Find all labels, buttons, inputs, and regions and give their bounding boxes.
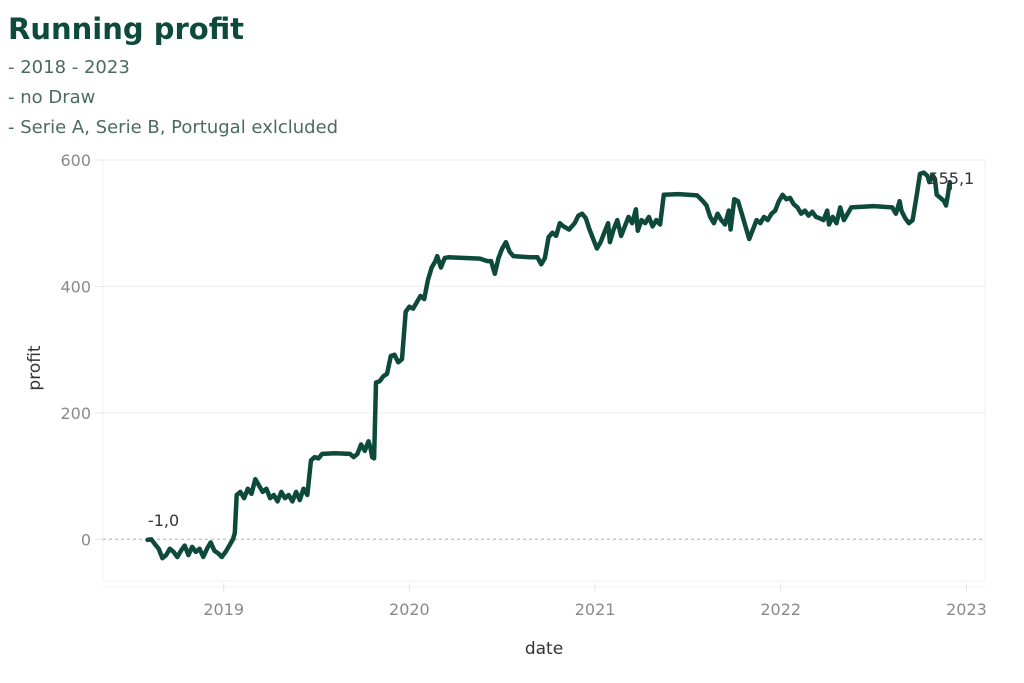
- annotations: -1,0 555,1: [148, 169, 974, 530]
- x-tick-label: 2022: [760, 600, 801, 619]
- x-axis-title: date: [525, 639, 563, 659]
- profit-line: [145, 170, 952, 561]
- x-tick-label: 2023: [946, 600, 987, 619]
- grid-lines: [102, 159, 986, 582]
- x-axis: 2019 2020 2021 2022 2023: [103, 583, 987, 619]
- subtitle-line-1: - 2018 - 2023: [8, 57, 130, 78]
- data-point-label: 555,1: [928, 169, 974, 188]
- subtitle-line-3: - Serie A, Serie B, Portugal exlcluded: [8, 117, 339, 138]
- y-axis-title: profit: [25, 345, 45, 391]
- x-tick-label: 2020: [389, 600, 430, 619]
- y-tick-label: 400: [60, 277, 91, 296]
- subtitle-line-2: - no Draw: [8, 87, 96, 108]
- y-axis: 0 200 400 600: [60, 151, 103, 549]
- chart-title: Running profit: [8, 12, 245, 46]
- y-tick-label: 600: [60, 151, 91, 170]
- x-tick-label: 2019: [203, 600, 244, 619]
- data-point-label: -1,0: [148, 511, 179, 530]
- y-tick-label: 200: [60, 404, 91, 423]
- y-tick-label: 0: [81, 530, 91, 549]
- x-tick-label: 2021: [575, 600, 616, 619]
